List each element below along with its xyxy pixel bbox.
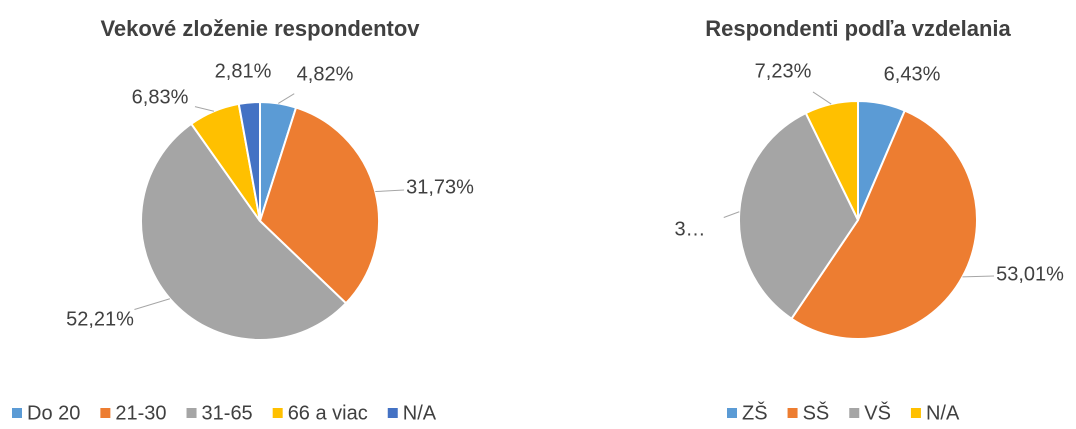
legend-swatch xyxy=(100,408,111,418)
data-label: 53,01% xyxy=(996,263,1064,285)
data-label: 6,43% xyxy=(884,63,941,85)
legend-swatch xyxy=(272,408,283,418)
leader-line xyxy=(812,91,832,105)
chart-title: Vekové zloženie respondentov xyxy=(100,16,420,41)
legend-label: 31-65 xyxy=(202,402,253,424)
leader-line xyxy=(375,189,405,193)
legend-label: ZŠ xyxy=(742,401,768,424)
legend-label: VŠ xyxy=(864,401,891,424)
legend-label: SŠ xyxy=(803,401,830,424)
legend-label: N/A xyxy=(403,402,437,424)
leader-line xyxy=(194,106,215,112)
pie-slice xyxy=(790,109,978,340)
legend-label: Do 20 xyxy=(27,402,80,424)
legend-swatch xyxy=(186,408,197,418)
data-label: 6,83% xyxy=(132,86,189,108)
leader-line xyxy=(134,298,171,310)
legend-swatch xyxy=(387,408,398,418)
legend-label: N/A xyxy=(926,402,960,424)
legend-swatch xyxy=(12,408,22,418)
data-label: 31,73% xyxy=(406,176,474,198)
data-label: 7,23% xyxy=(755,60,812,82)
pie-slice xyxy=(258,106,380,305)
legend-label: 66 a viac xyxy=(288,402,368,424)
data-label: 2,81% xyxy=(215,60,272,82)
legend-swatch xyxy=(910,408,921,418)
legend-swatch xyxy=(787,408,798,418)
legend-swatch xyxy=(849,408,860,418)
pie-slice xyxy=(738,111,860,321)
pie-slice xyxy=(804,99,859,221)
data-label: 4,82% xyxy=(297,63,354,85)
leader-line xyxy=(723,211,740,218)
leader-line xyxy=(962,275,995,278)
leader-line xyxy=(277,93,295,104)
legend-label: 21-30 xyxy=(115,402,166,424)
legend-swatch xyxy=(727,408,737,418)
data-label: 3… xyxy=(674,218,705,240)
data-label: 52,21% xyxy=(66,308,134,330)
chart-title: Respondenti podľa vzdelania xyxy=(705,16,1011,41)
pie-slice xyxy=(237,100,261,222)
